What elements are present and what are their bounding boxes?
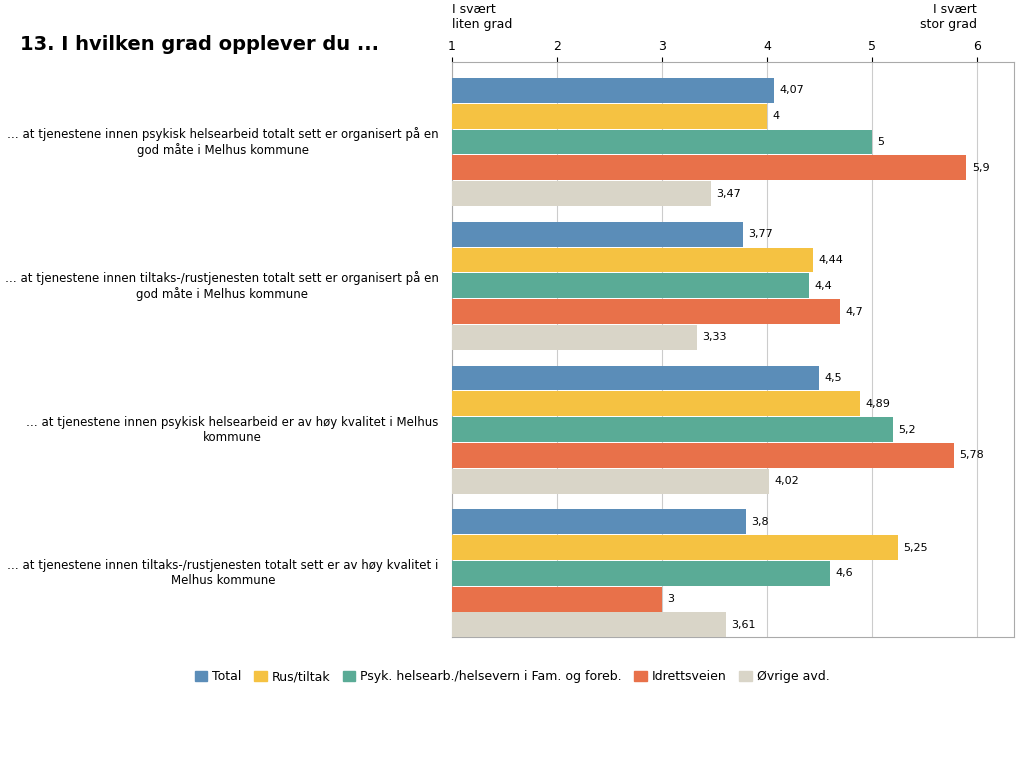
Text: 13. I hvilken grad opplever du ...: 13. I hvilken grad opplever du ...: [20, 35, 380, 54]
Bar: [452, 468, 769, 493]
Text: 5,2: 5,2: [898, 425, 915, 435]
Bar: [452, 366, 819, 391]
Bar: [452, 561, 829, 586]
Bar: [452, 103, 767, 128]
Bar: [452, 612, 726, 637]
Bar: [452, 325, 696, 350]
Bar: [452, 78, 774, 103]
Text: 5,78: 5,78: [959, 450, 984, 461]
Text: I svært
stor grad: I svært stor grad: [920, 2, 977, 30]
Bar: [452, 510, 745, 534]
Text: 3,8: 3,8: [752, 517, 769, 527]
Bar: [452, 300, 841, 324]
Text: 4,5: 4,5: [824, 373, 843, 383]
Text: … at tjenestene innen psykisk helsearbeid er av høy kvalitet i Melhus
kommune: … at tjenestene innen psykisk helsearbei…: [27, 415, 438, 443]
Text: 3: 3: [667, 594, 674, 605]
Text: 4,89: 4,89: [865, 399, 891, 408]
Bar: [452, 181, 712, 206]
Bar: [452, 535, 898, 560]
Text: 4,02: 4,02: [774, 476, 799, 486]
Bar: [452, 587, 662, 612]
Text: 5,25: 5,25: [903, 542, 928, 552]
Text: 4,44: 4,44: [818, 255, 843, 265]
Bar: [452, 247, 813, 272]
Bar: [452, 391, 860, 416]
Bar: [452, 417, 893, 442]
Text: 3,61: 3,61: [731, 620, 756, 630]
Bar: [452, 156, 967, 180]
Text: 3,77: 3,77: [748, 230, 773, 240]
Text: 4,7: 4,7: [846, 307, 863, 317]
Text: … at tjenestene innen tiltaks-/rustjenesten totalt sett er organisert på en
god : … at tjenestene innen tiltaks-/rustjenes…: [5, 271, 438, 301]
Text: 4,6: 4,6: [836, 569, 853, 578]
Bar: [452, 443, 954, 468]
Text: 4,4: 4,4: [814, 281, 831, 291]
Text: … at tjenestene innen psykisk helsearbeid totalt sett er organisert på en
god må: … at tjenestene innen psykisk helsearbei…: [7, 127, 438, 157]
Text: … at tjenestene innen tiltaks-/rustjenesten totalt sett er av høy kvalitet i
Mel: … at tjenestene innen tiltaks-/rustjenes…: [7, 559, 438, 587]
Text: 3,33: 3,33: [701, 332, 726, 342]
Text: I svært
liten grad: I svært liten grad: [452, 2, 512, 30]
Bar: [452, 130, 872, 155]
Text: 4: 4: [772, 111, 779, 121]
Text: 4,07: 4,07: [779, 86, 804, 96]
Text: 3,47: 3,47: [717, 188, 741, 198]
Legend: Total, Rus/tiltak, Psyk. helsearb./helsevern i Fam. og foreb., Idrettsveien, Øvr: Total, Rus/tiltak, Psyk. helsearb./helse…: [189, 665, 835, 688]
Bar: [452, 222, 742, 247]
Bar: [452, 273, 809, 298]
Text: 5: 5: [878, 137, 884, 147]
Text: 5,9: 5,9: [972, 163, 989, 173]
